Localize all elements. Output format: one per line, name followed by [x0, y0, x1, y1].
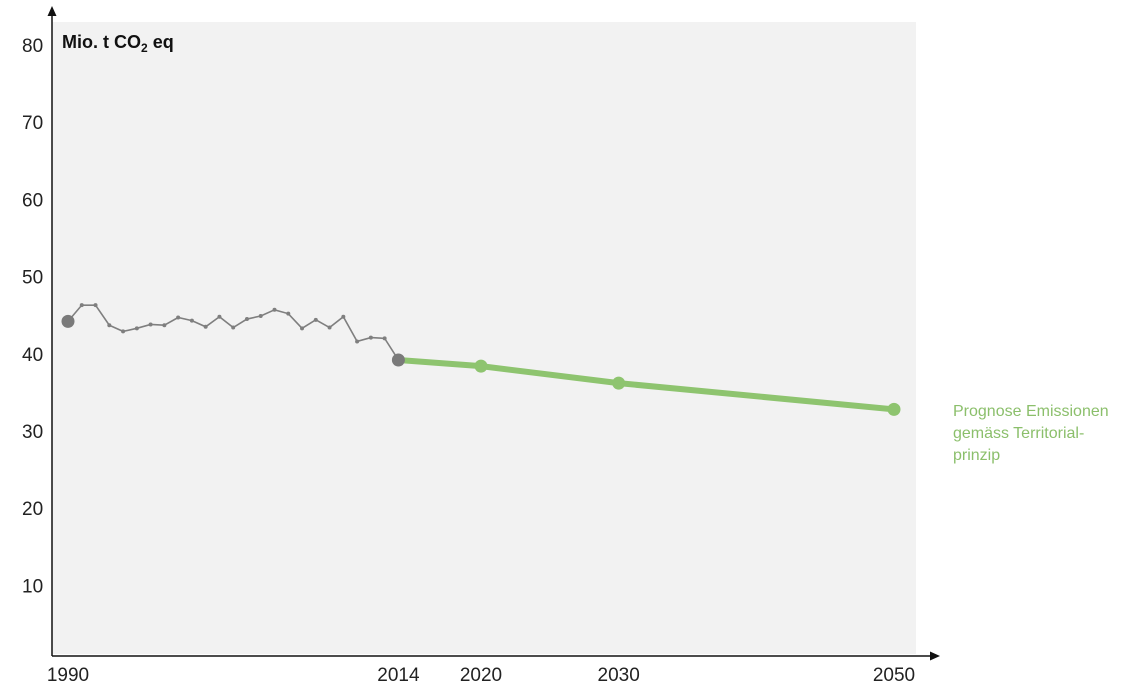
- y-tick-labels: 10 20 30 40 50 60 70 80: [22, 36, 43, 597]
- y-tick-label: 20: [22, 499, 43, 520]
- y-axis-label-suffix: eq: [148, 32, 174, 52]
- historic-point: [121, 329, 126, 334]
- historic-point: [107, 323, 112, 328]
- annotation-line: gemäss Territorial-: [953, 425, 1084, 442]
- historic-endpoint-point: [61, 314, 75, 328]
- series-group: [61, 303, 901, 416]
- forecast-point: [474, 359, 488, 373]
- historic-point: [148, 322, 153, 327]
- forecast-point: [887, 402, 901, 416]
- historic-point: [162, 323, 167, 328]
- historic-point: [189, 318, 194, 323]
- historic-point: [244, 317, 249, 322]
- historic-point: [93, 303, 98, 308]
- x-axis-arrow: [930, 651, 940, 661]
- forecast-point: [612, 376, 626, 390]
- historic-point: [217, 314, 222, 319]
- x-tick-label: 1990: [47, 665, 89, 686]
- y-axis-label-prefix: Mio. t CO: [62, 32, 141, 52]
- y-tick-label: 30: [22, 422, 43, 443]
- historic-point: [272, 307, 277, 312]
- annotation-line: Prognose Emissionen: [953, 403, 1109, 420]
- historic-point: [341, 314, 346, 319]
- historic-point: [327, 325, 332, 330]
- y-tick-label: 10: [22, 576, 43, 597]
- historic-point: [231, 325, 236, 330]
- historic-point: [176, 315, 181, 320]
- y-axis-arrow: [47, 6, 57, 16]
- annotation-line: prinzip: [953, 447, 1000, 464]
- y-tick-label: 40: [22, 345, 43, 366]
- y-axis-label: Mio. t CO2 eq: [62, 32, 174, 55]
- y-tick-label: 50: [22, 268, 43, 289]
- historic-point: [300, 326, 305, 331]
- historic-point: [79, 303, 84, 308]
- x-tick-label: 2030: [598, 665, 640, 686]
- forecast-annotation: Prognose Emissionen gemäss Territorial-pr…: [953, 403, 1109, 464]
- y-tick-label: 80: [22, 36, 43, 57]
- axes: [47, 6, 940, 661]
- x-tick-labels: 1990 2014 2020 2030 2050: [47, 665, 915, 686]
- forecast-line: [395, 356, 897, 413]
- historic-point: [134, 326, 139, 331]
- x-tick-label: 2020: [460, 665, 502, 686]
- historic-point: [355, 339, 360, 344]
- historic-point: [286, 311, 291, 316]
- historic-point: [382, 336, 387, 341]
- x-tick-label: 2050: [873, 665, 915, 686]
- historic-point: [258, 313, 263, 318]
- plot-background: [52, 22, 916, 654]
- y-tick-label: 60: [22, 190, 43, 211]
- y-tick-label: 70: [22, 113, 43, 134]
- y-axis-label-subscript: 2: [141, 41, 148, 55]
- x-tick-label: 2014: [377, 665, 420, 686]
- historic-point: [368, 335, 373, 340]
- historic-endpoint-point: [391, 353, 405, 367]
- historic-point: [313, 317, 318, 322]
- historic-point: [203, 324, 208, 329]
